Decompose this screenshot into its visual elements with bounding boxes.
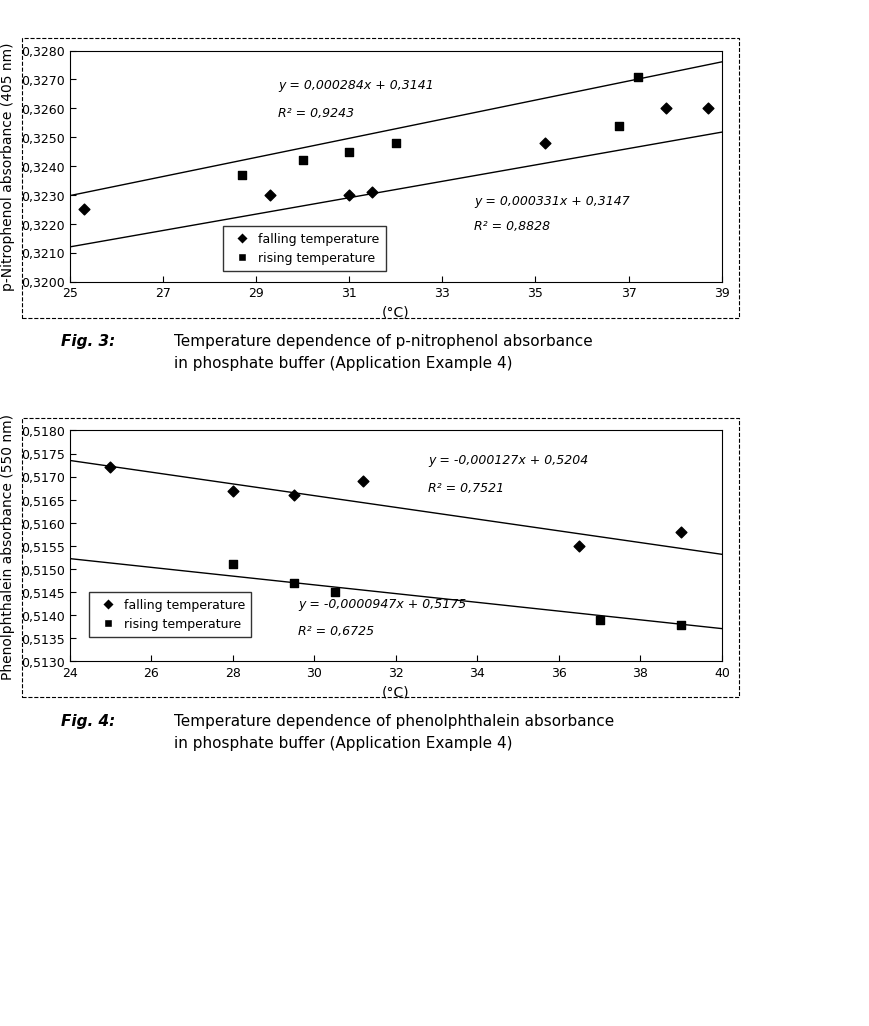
Point	[572, 539, 586, 555]
Point	[328, 585, 342, 601]
Text: Fig. 4:: Fig. 4:	[61, 713, 115, 728]
Point	[295, 153, 309, 169]
Point	[592, 611, 606, 628]
Point	[226, 482, 240, 499]
Text: R² = 0,6725: R² = 0,6725	[297, 625, 374, 638]
Point	[342, 144, 355, 160]
X-axis label: (°C): (°C)	[381, 306, 409, 319]
Point	[673, 524, 687, 541]
Text: R² = 0,7521: R² = 0,7521	[428, 482, 504, 495]
Text: Temperature dependence of phenolphthalein absorbance: Temperature dependence of phenolphthalei…	[174, 713, 614, 728]
Point	[355, 473, 369, 489]
Text: y = -0,0000947x + 0,5175: y = -0,0000947x + 0,5175	[297, 597, 466, 610]
Point	[700, 101, 714, 117]
Text: Fig. 3:: Fig. 3:	[61, 333, 115, 349]
Text: in phosphate buffer (Application Example 4): in phosphate buffer (Application Example…	[174, 736, 512, 751]
Point	[235, 167, 249, 184]
Y-axis label: Phenolphthalein absorbance (550 nm): Phenolphthalein absorbance (550 nm)	[1, 413, 16, 679]
X-axis label: (°C): (°C)	[381, 685, 409, 699]
Point	[537, 135, 551, 152]
Point	[388, 135, 402, 152]
Text: in phosphate buffer (Application Example 4): in phosphate buffer (Application Example…	[174, 356, 512, 371]
Point	[287, 575, 301, 591]
Legend: falling temperature, rising temperature: falling temperature, rising temperature	[223, 227, 385, 271]
Y-axis label: p-Nitrophenol absorbance (405 nm): p-Nitrophenol absorbance (405 nm)	[2, 42, 16, 291]
Text: Temperature dependence of p-nitrophenol absorbance: Temperature dependence of p-nitrophenol …	[174, 333, 592, 349]
Point	[673, 617, 687, 633]
Point	[631, 69, 645, 85]
Point	[287, 487, 301, 504]
Point	[103, 460, 117, 476]
Point	[342, 188, 355, 204]
Text: y = -0,000127x + 0,5204: y = -0,000127x + 0,5204	[428, 453, 588, 467]
Point	[659, 101, 673, 117]
Point	[226, 556, 240, 573]
Legend: falling temperature, rising temperature: falling temperature, rising temperature	[89, 592, 251, 637]
Text: y = 0,000284x + 0,3141: y = 0,000284x + 0,3141	[278, 79, 434, 92]
Point	[262, 188, 276, 204]
Text: R² = 0,8828: R² = 0,8828	[474, 220, 550, 233]
Text: R² = 0,9243: R² = 0,9243	[278, 107, 355, 120]
Text: y = 0,000331x + 0,3147: y = 0,000331x + 0,3147	[474, 195, 629, 207]
Point	[365, 185, 379, 201]
Point	[612, 118, 626, 134]
Point	[76, 202, 90, 219]
